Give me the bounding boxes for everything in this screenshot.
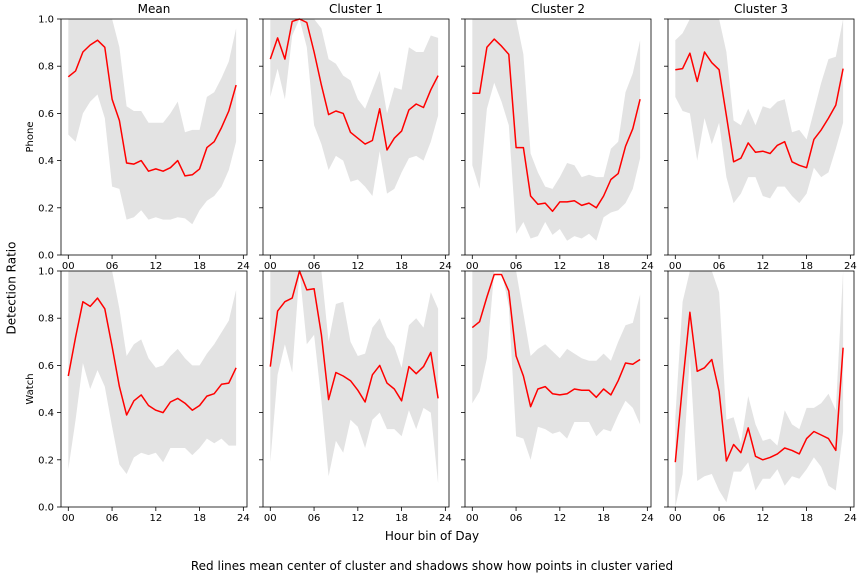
y-tick-label: 0.8 <box>38 62 54 73</box>
variation-band <box>68 19 237 225</box>
x-tick-label: 12 <box>553 261 566 272</box>
x-tick-label: 18 <box>800 261 813 272</box>
panel-6: 00 06 12 18 24 <box>259 270 452 524</box>
x-tick-label: 06 <box>713 513 726 524</box>
x-tick-label: 12 <box>149 261 162 272</box>
axes-frame <box>667 18 855 256</box>
supylabel: Detection Ratio <box>5 242 19 335</box>
x-tick-label: 06 <box>510 513 523 524</box>
x-tick-label: 18 <box>800 513 813 524</box>
y-tick-label: 0.6 <box>38 361 54 372</box>
panel-5: 00 06 12 18 24 0.0 0.2 0.4 0.6 0.8 1.0 Watch <box>25 267 250 525</box>
variation-band <box>68 271 237 474</box>
x-tick-label: 24 <box>237 513 250 524</box>
panel-title: Mean <box>138 2 171 16</box>
cluster-center-line <box>67 39 237 177</box>
x-tick-label: 06 <box>106 261 119 272</box>
axes-frame <box>464 270 652 508</box>
x-tick-label: 24 <box>641 513 654 524</box>
y-tick-label: 0.2 <box>38 455 54 466</box>
variation-band <box>675 271 844 507</box>
x-tick-label: 00 <box>62 261 75 272</box>
x-tick-label: 12 <box>351 261 364 272</box>
x-tick-label: 00 <box>669 513 682 524</box>
axes-frame <box>60 270 248 508</box>
x-tick-label: 06 <box>106 513 119 524</box>
y-tick-label: 0.8 <box>38 314 54 325</box>
variation-band <box>472 271 641 460</box>
x-tick-label: 24 <box>439 513 452 524</box>
x-tick-label: 00 <box>62 513 75 524</box>
axes-frame <box>262 270 450 508</box>
cluster-center-line <box>67 297 237 416</box>
cluster-center-line <box>675 51 844 169</box>
x-tick-label: 06 <box>713 261 726 272</box>
x-tick-label: 00 <box>466 261 479 272</box>
x-tick-label: 18 <box>395 513 408 524</box>
x-tick-label: 12 <box>756 513 769 524</box>
y-tick-label: 0.0 <box>38 503 54 514</box>
x-tick-label: 24 <box>439 261 452 272</box>
axes-frame <box>60 18 248 256</box>
x-tick-label: 18 <box>395 261 408 272</box>
panel-8: 00 06 12 18 24 <box>664 270 857 524</box>
row-label: Watch <box>25 373 36 404</box>
row-label: Phone <box>25 122 36 153</box>
x-tick-label: 18 <box>193 261 206 272</box>
y-tick-label: 0.0 <box>38 251 54 262</box>
y-tick-label: 1.0 <box>38 267 54 278</box>
axes-frame <box>262 18 450 256</box>
x-tick-label: 06 <box>308 261 321 272</box>
variation-band <box>270 19 439 196</box>
axes-frame <box>667 270 855 508</box>
cluster-center-line <box>471 273 641 408</box>
panel-4: 00 06 12 18 24 Cluster 3 <box>664 2 857 272</box>
x-tick-label: 12 <box>351 513 364 524</box>
cluster-center-line <box>269 270 439 403</box>
variation-band <box>675 19 844 204</box>
x-tick-label: 00 <box>264 261 277 272</box>
x-tick-label: 12 <box>149 513 162 524</box>
x-tick-label: 18 <box>597 261 610 272</box>
x-tick-label: 18 <box>597 513 610 524</box>
x-tick-label: 24 <box>844 261 857 272</box>
x-tick-label: 24 <box>844 513 857 524</box>
panel-title: Cluster 2 <box>531 2 585 16</box>
x-tick-label: 06 <box>308 513 321 524</box>
x-tick-label: 06 <box>510 261 523 272</box>
cluster-center-line <box>674 311 844 463</box>
x-tick-label: 00 <box>466 513 479 524</box>
panel-2: 00 06 12 18 24 Cluster 1 <box>259 2 452 272</box>
x-tick-label: 24 <box>641 261 654 272</box>
x-tick-label: 18 <box>193 513 206 524</box>
x-tick-label: 24 <box>237 261 250 272</box>
variation-band <box>270 271 439 484</box>
panel-7: 00 06 12 18 24 <box>461 270 654 524</box>
panel-title: Cluster 1 <box>329 2 383 16</box>
supxlabel: Hour bin of Day <box>385 529 479 543</box>
x-tick-label: 12 <box>756 261 769 272</box>
x-tick-label: 00 <box>264 513 277 524</box>
y-tick-label: 0.4 <box>38 156 54 167</box>
cluster-center-line <box>472 38 641 213</box>
caption: Red lines mean center of cluster and sha… <box>191 559 673 573</box>
y-tick-label: 1.0 <box>38 15 54 26</box>
y-tick-label: 0.4 <box>38 408 54 419</box>
panel-1: 00 06 12 18 24 0.0 0.2 0.4 0.6 0.8 1.0 Mean Phone <box>25 2 250 272</box>
axes-frame <box>464 18 652 256</box>
y-tick-label: 0.2 <box>38 203 54 214</box>
x-tick-label: 00 <box>669 261 682 272</box>
panel-3: 00 06 12 18 24 Cluster 2 <box>461 2 654 272</box>
variation-band <box>472 19 641 241</box>
y-tick-label: 0.6 <box>38 109 54 120</box>
x-tick-label: 12 <box>553 513 566 524</box>
panel-title: Cluster 3 <box>734 2 788 16</box>
